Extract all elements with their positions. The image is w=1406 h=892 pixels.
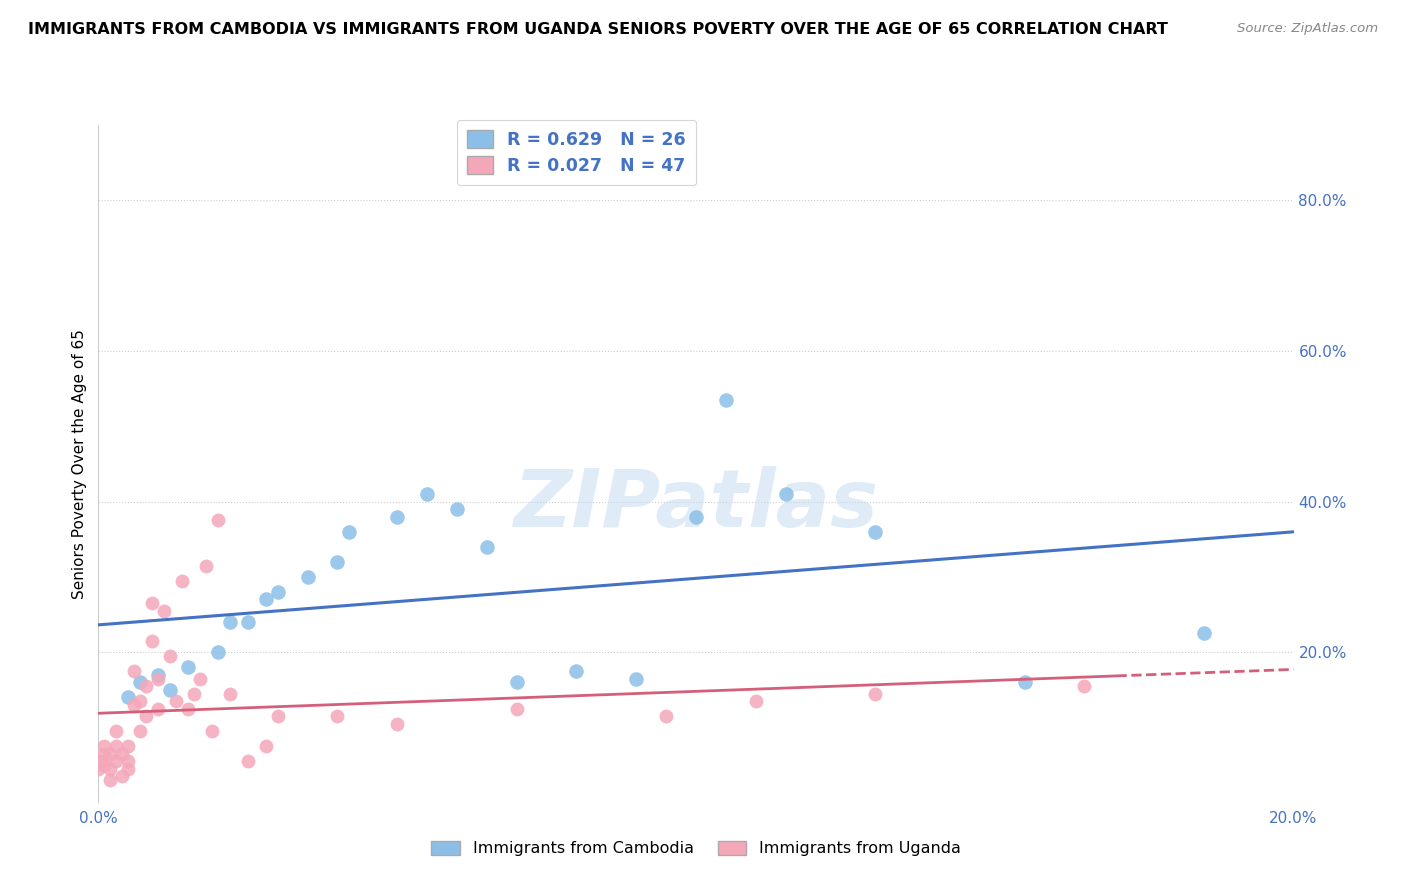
Point [219, 687, 242, 701]
Point [159, 648, 181, 663]
Point [385, 509, 409, 524]
Y-axis label: Seniors Poverty Over the Age of 65: Seniors Poverty Over the Age of 65 [72, 329, 87, 599]
Point [655, 709, 678, 723]
Point [626, 672, 648, 686]
Point [165, 694, 187, 708]
Point [148, 667, 170, 681]
Point [416, 487, 439, 501]
Point [87, 762, 110, 776]
Point [177, 701, 200, 715]
Point [129, 724, 152, 739]
Point [117, 762, 139, 776]
Point [219, 615, 242, 629]
Point [188, 672, 211, 686]
Point [153, 604, 176, 618]
Point [1014, 675, 1036, 690]
Point [159, 682, 181, 697]
Point [93, 747, 115, 761]
Point [326, 555, 349, 569]
Point [135, 679, 157, 693]
Point [339, 524, 360, 539]
Point [177, 660, 200, 674]
Point [685, 509, 707, 524]
Point [745, 694, 768, 708]
Point [267, 585, 290, 599]
Point [236, 755, 259, 769]
Point [446, 502, 468, 516]
Point [475, 540, 498, 554]
Point [714, 392, 737, 407]
Point [117, 755, 139, 769]
Point [297, 570, 319, 584]
Point [385, 716, 409, 731]
Point [100, 762, 122, 776]
Point [865, 524, 887, 539]
Point [326, 709, 349, 723]
Point [117, 690, 139, 705]
Point [207, 513, 229, 527]
Point [105, 755, 128, 769]
Point [172, 574, 194, 588]
Legend: Immigrants from Cambodia, Immigrants from Uganda: Immigrants from Cambodia, Immigrants fro… [425, 834, 967, 863]
Point [506, 701, 529, 715]
Point [148, 672, 170, 686]
Point [117, 739, 139, 754]
Point [105, 724, 128, 739]
Point [141, 596, 163, 610]
Point [90, 755, 112, 769]
Point [111, 769, 134, 783]
Point [207, 645, 229, 659]
Point [111, 747, 134, 761]
Point [565, 664, 588, 678]
Text: ZIPatlas: ZIPatlas [513, 466, 879, 543]
Point [129, 675, 152, 690]
Point [201, 724, 224, 739]
Point [93, 758, 115, 772]
Point [865, 687, 887, 701]
Point [254, 739, 277, 754]
Point [124, 664, 146, 678]
Point [506, 675, 529, 690]
Point [141, 633, 163, 648]
Text: IMMIGRANTS FROM CAMBODIA VS IMMIGRANTS FROM UGANDA SENIORS POVERTY OVER THE AGE : IMMIGRANTS FROM CAMBODIA VS IMMIGRANTS F… [28, 22, 1168, 37]
Point [1073, 679, 1095, 693]
Point [775, 487, 797, 501]
Point [100, 747, 122, 761]
Point [236, 615, 259, 629]
Point [183, 687, 205, 701]
Point [254, 592, 277, 607]
Point [148, 701, 170, 715]
Point [105, 739, 128, 754]
Point [124, 698, 146, 712]
Point [1192, 626, 1215, 640]
Text: Source: ZipAtlas.com: Source: ZipAtlas.com [1237, 22, 1378, 36]
Point [100, 773, 122, 788]
Point [195, 558, 218, 573]
Point [135, 709, 157, 723]
Point [129, 694, 152, 708]
Point [267, 709, 290, 723]
Point [93, 739, 115, 754]
